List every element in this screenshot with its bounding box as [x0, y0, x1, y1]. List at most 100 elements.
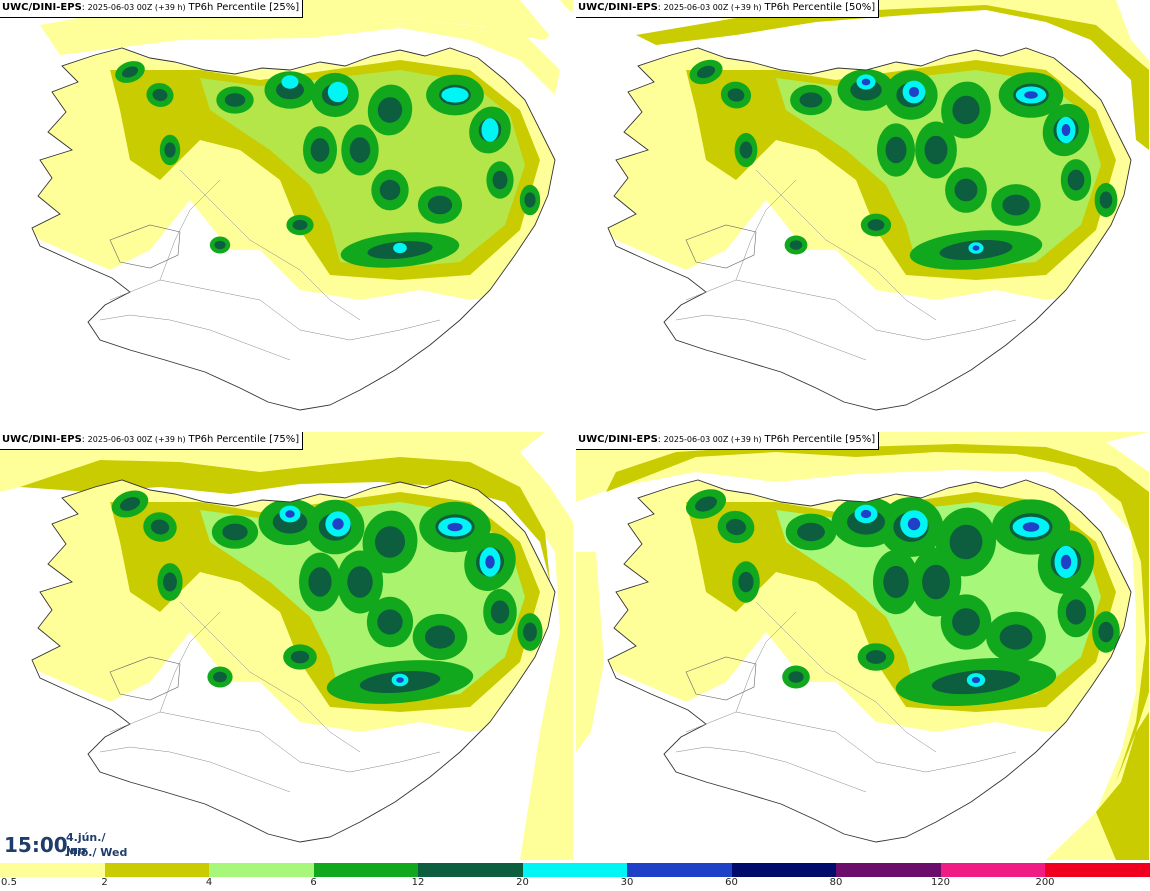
color-legend: 0.5 2 4 6 12 20 30 60 80 120 200 [0, 862, 1150, 891]
precip-core-heavy [867, 219, 885, 231]
valid-date-line2: Mið./ Wed [66, 846, 128, 859]
coastline [31, 47, 556, 411]
precip-core-heavy [1098, 621, 1114, 643]
precip-area [520, 0, 573, 60]
map-panel-p75: UWC/DINI-EPS: 2025-06-03 00Z (+39 h) TP6… [0, 432, 573, 860]
legend-swatch [836, 863, 941, 877]
precip-cell-intense [485, 555, 495, 569]
precip-core-heavy [377, 97, 403, 123]
legend-tick-label: 2 [101, 877, 108, 888]
precip-core-heavy [789, 240, 803, 250]
legend-swatch [1045, 863, 1150, 877]
road-line [179, 169, 301, 271]
precip-core-heavy [738, 571, 754, 593]
legend-tick-label: 6 [310, 877, 317, 888]
precip-area [40, 15, 560, 95]
road-line [685, 711, 1017, 773]
road-line [109, 279, 441, 341]
precip-core-heavy [695, 496, 717, 512]
map-panel-p95: UWC/DINI-EPS: 2025-06-03 00Z (+39 h) TP6… [576, 432, 1149, 860]
precip-core-heavy [999, 624, 1033, 650]
precip-core-heavy [788, 671, 804, 683]
precip-core-heavy [725, 518, 747, 536]
coastline [109, 224, 181, 269]
precip-core-heavy [797, 522, 825, 542]
legend-tick-label: 30 [620, 877, 634, 888]
precip-core-heavy [1065, 599, 1087, 625]
iceland-land [32, 48, 555, 410]
legend-tick-label: 200 [1035, 877, 1055, 888]
precip-core-heavy [349, 137, 371, 163]
precip-cell-intense [332, 518, 344, 530]
legend-swatch [418, 863, 523, 877]
legend-swatch [313, 863, 419, 877]
precip-core-heavy [523, 622, 537, 642]
precip-cell-intense [907, 517, 921, 531]
legend-tick-label: 80 [829, 877, 843, 888]
precip-core-heavy [799, 92, 823, 108]
precip-cell [393, 242, 407, 254]
legend-tick-label: 4 [205, 877, 213, 888]
precip-core-heavy [1067, 169, 1085, 191]
precip-cell-intense [860, 509, 872, 519]
precip-core-heavy [292, 219, 308, 231]
precip-area [520, 432, 573, 522]
legend-swatch [0, 863, 105, 877]
panel-run: 2025-06-03 00Z (+39 h) [663, 3, 762, 12]
road-line [685, 279, 1017, 341]
precip-core-heavy [954, 178, 978, 202]
precip-core-heavy [379, 179, 401, 201]
legend-tick-label: 0.5 [1, 877, 17, 888]
panel-source: UWC/DINI-EPS [2, 2, 82, 13]
precip-cell-intense [971, 676, 981, 684]
precip-area [20, 457, 550, 582]
valid-date-line1: 4.jún./ Jun [66, 831, 106, 857]
road-line [875, 701, 937, 753]
precip-core-heavy [865, 650, 887, 664]
precip-core-heavy [425, 625, 455, 649]
precip-core-heavy [119, 497, 141, 511]
precip-core-heavy [1002, 194, 1030, 216]
legend-swatch [731, 863, 837, 877]
precip-area [1116, 0, 1149, 60]
panel-source: UWC/DINI-EPS [578, 2, 658, 13]
panel-run: 2025-06-03 00Z (+39 h) [663, 435, 762, 444]
panel-label: TP6h Percentile [75%] [188, 434, 300, 445]
precip-core-heavy [492, 170, 508, 190]
precip-core-heavy [727, 88, 745, 102]
precip-map-p25 [0, 0, 573, 411]
precip-core-heavy [290, 650, 310, 664]
precip-core-heavy [152, 88, 168, 102]
precip-core-heavy [377, 609, 403, 635]
precip-core-heavy [952, 608, 980, 636]
precip-core-heavy [922, 564, 950, 600]
road-line [299, 269, 361, 321]
road-line [755, 601, 877, 703]
precip-cell-intense [1061, 124, 1071, 136]
road-line [735, 179, 797, 281]
road-line [179, 601, 301, 703]
precip-cell-intense [1022, 522, 1040, 532]
precip-core-heavy [222, 523, 248, 541]
road-line [109, 711, 441, 773]
panel-label: TP6h Percentile [25%] [188, 2, 300, 13]
panel-title: UWC/DINI-EPS: 2025-06-03 00Z (+39 h) TP6… [576, 432, 880, 450]
coastline [607, 47, 1132, 411]
precip-cell-intense [908, 86, 920, 98]
valid-time: 15:00 [4, 833, 68, 857]
precip-map-p50 [576, 0, 1149, 411]
precip-cell [281, 75, 299, 89]
precip-area [576, 552, 604, 752]
precip-core-heavy [924, 135, 948, 165]
road-line [99, 314, 291, 361]
coastline [109, 656, 181, 701]
coastline [685, 656, 757, 701]
precip-core-heavy [427, 195, 453, 215]
precip-core-heavy [885, 136, 907, 164]
legend-swatch [627, 863, 732, 877]
coastline [31, 479, 556, 843]
road-line [675, 746, 867, 793]
precip-core-heavy [949, 524, 983, 560]
road-line [159, 611, 221, 713]
legend-swatch [104, 863, 210, 877]
